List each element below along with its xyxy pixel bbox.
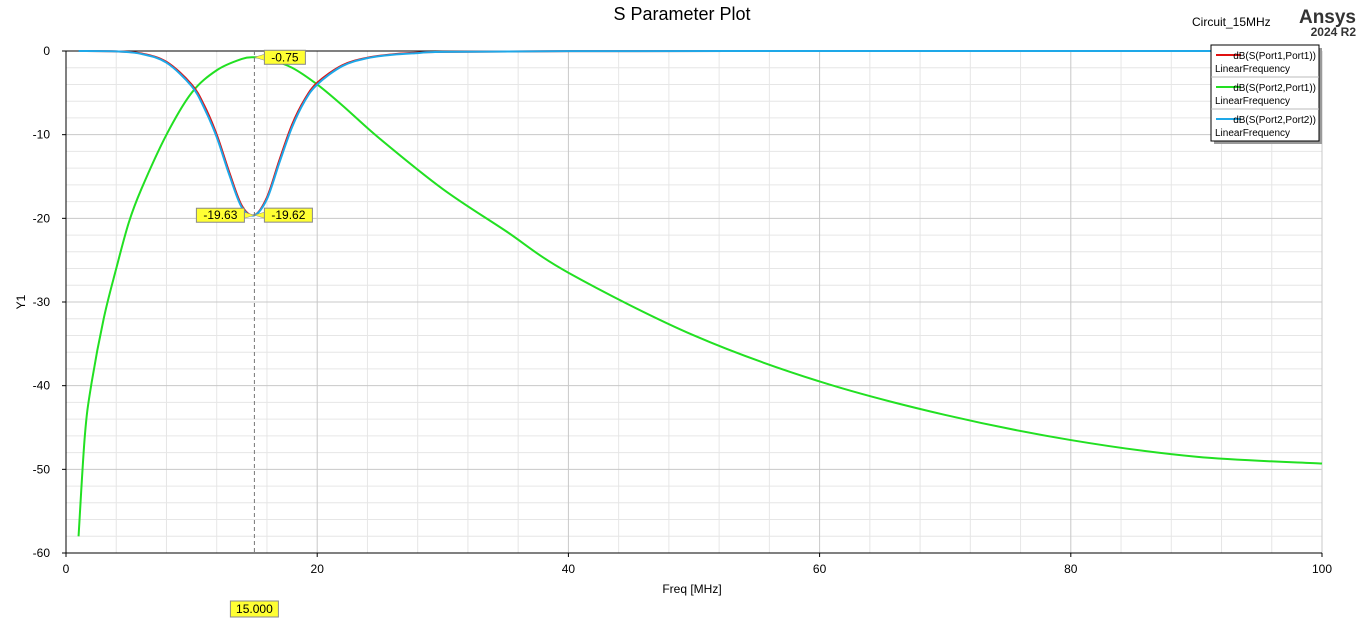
x-tick-label: 100 <box>1312 562 1332 576</box>
legend-sweep-name: LinearFrequency <box>1215 64 1290 75</box>
legend-sweep-name: LinearFrequency <box>1215 128 1290 139</box>
y-tick-label: -10 <box>33 128 51 142</box>
y-tick-label: -20 <box>33 211 51 225</box>
legend-series-name: dB(S(Port2,Port1)) <box>1233 83 1316 94</box>
x-tick-labels: 0 20 40 60 80 100 <box>63 553 1332 576</box>
series-line-3 <box>78 49 1322 217</box>
y-tick-label: -30 <box>33 295 51 309</box>
y-tick-label: -40 <box>33 379 51 393</box>
marker-label-3: -19.62 <box>271 208 305 222</box>
marker-label-box <box>263 49 306 65</box>
marker-x-label: 15.000 <box>236 602 273 616</box>
legend-series-name: dB(S(Port2,Port2)) <box>1233 115 1316 126</box>
x-tick-label: 80 <box>1064 562 1078 576</box>
x-tick-label: 60 <box>813 562 827 576</box>
marker-labels: 15.000 -0.75 -19.63 -19.62 <box>195 49 313 618</box>
y-tick-labels: 0 -10 -20 -30 -40 -50 -60 <box>33 44 66 560</box>
x-axis-label: Freq [MHz] <box>662 582 721 596</box>
brand-logo-text: Ansys <box>1299 7 1356 28</box>
x-tick-label: 0 <box>63 562 70 576</box>
legend[interactable]: dB(S(Port1,Port1)) LinearFrequency dB(S(Po… <box>1210 44 1322 144</box>
marker-label-box <box>263 207 313 223</box>
version-label: 2024 R2 <box>1311 25 1357 39</box>
x-tick-label: 20 <box>311 562 325 576</box>
legend-box <box>1210 44 1320 142</box>
legend-sweep-name: LinearFrequency <box>1215 96 1290 107</box>
y-tick-label: 0 <box>43 44 50 58</box>
series-lines <box>77 49 1323 537</box>
y-tick-label: -50 <box>33 462 51 476</box>
marker-x-label-box <box>229 600 279 618</box>
marker-label-box <box>195 207 245 223</box>
legend-series-name: dB(S(Port1,Port1)) <box>1233 51 1316 62</box>
chart-title: S Parameter Plot <box>613 4 750 24</box>
y-axis-label: Y1 <box>14 294 28 309</box>
marker-label-2: -19.63 <box>203 208 237 222</box>
x-tick-label: 40 <box>562 562 576 576</box>
design-name: Circuit_15MHz <box>1192 15 1271 29</box>
marker-label-1: -0.75 <box>271 50 299 64</box>
y-tick-label: -60 <box>33 546 51 560</box>
series-line-2 <box>77 56 1323 537</box>
